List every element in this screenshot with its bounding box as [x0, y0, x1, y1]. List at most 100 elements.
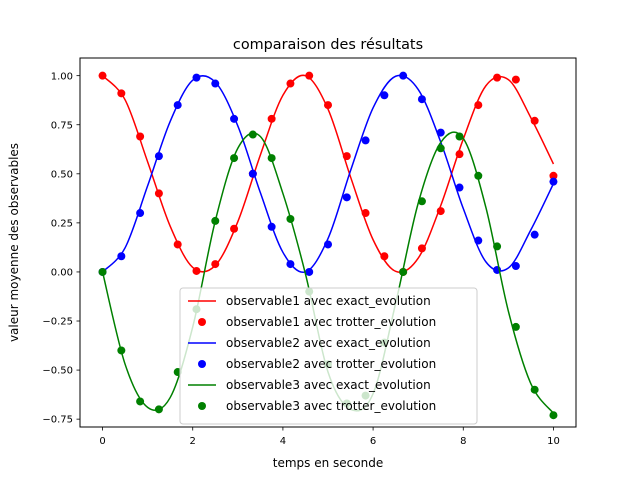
data-point	[342, 193, 351, 202]
legend: observable1 avec exact_evolution observab…	[179, 287, 478, 425]
data-point	[530, 385, 539, 394]
data-point	[417, 197, 426, 206]
data-point	[173, 101, 182, 110]
x-tick-label: 6	[370, 436, 376, 447]
data-point	[493, 73, 502, 82]
data-point	[230, 224, 239, 233]
data-point	[230, 154, 239, 163]
data-point	[474, 236, 483, 245]
data-point	[192, 73, 201, 82]
legend-label: observable2 avec exact_evolution	[226, 336, 431, 350]
y-tick-label: 0.25	[51, 218, 73, 229]
legend-item: observable1 avec exact_evolution	[188, 294, 431, 308]
data-point	[154, 405, 163, 414]
data-point	[455, 183, 464, 192]
legend-item: observable2 avec exact_evolution	[188, 336, 431, 350]
data-point	[286, 260, 295, 269]
legend-box	[179, 287, 478, 425]
data-point	[474, 171, 483, 180]
x-tick-label: 2	[190, 436, 196, 447]
y-tick-label: 0.00	[51, 268, 73, 279]
data-point	[117, 89, 126, 98]
data-point	[98, 267, 107, 276]
legend-item: observable1 avec trotter_evolution	[198, 315, 436, 329]
data-point	[436, 144, 445, 153]
data-point	[530, 230, 539, 239]
data-point	[154, 152, 163, 161]
y-axis-label: valeur moyenne des observables	[7, 143, 21, 342]
y-tick-label: −0.75	[42, 415, 73, 426]
data-point	[549, 177, 558, 186]
data-point	[136, 132, 145, 141]
data-point	[511, 322, 520, 331]
data-point	[286, 214, 295, 223]
data-point	[436, 128, 445, 137]
legend-marker-swatch	[198, 318, 206, 326]
data-point	[248, 130, 257, 139]
data-point	[136, 209, 145, 218]
data-point	[192, 266, 201, 275]
data-point	[361, 209, 370, 218]
legend-label: observable1 avec trotter_evolution	[226, 315, 436, 329]
axes-frame	[79, 57, 577, 428]
legend-label: observable1 avec exact_evolution	[226, 294, 431, 308]
y-tick-label: 0.50	[51, 169, 73, 180]
x-axis: 0 2 4 6 8 10	[99, 427, 560, 447]
y-axis: −0.75 −0.50 −0.25 0.00 0.25 0.50 0.75 1.00	[42, 71, 80, 426]
chart-title: comparaison des résultats	[233, 37, 423, 53]
data-point	[286, 79, 295, 88]
data-point	[136, 397, 145, 406]
data-point	[211, 260, 220, 269]
data-point	[342, 152, 351, 161]
data-point	[305, 267, 314, 276]
data-point	[117, 252, 126, 261]
data-point	[511, 75, 520, 84]
legend-label: observable3 avec trotter_evolution	[226, 399, 436, 413]
data-point	[474, 101, 483, 110]
data-point	[154, 189, 163, 198]
data-point	[173, 240, 182, 249]
data-point	[417, 244, 426, 253]
data-point	[455, 150, 464, 159]
data-point	[248, 169, 257, 178]
data-point	[98, 71, 107, 80]
data-point	[267, 154, 276, 163]
x-tick-label: 8	[460, 436, 466, 447]
x-axis-label: temps en seconde	[273, 456, 383, 470]
legend-marker-swatch	[198, 402, 206, 410]
x-tick-label: 4	[280, 436, 286, 447]
data-point	[455, 132, 464, 141]
data-point	[399, 71, 408, 80]
legend-label: observable2 avec trotter_evolution	[226, 357, 436, 371]
legend-item: observable2 avec trotter_evolution	[198, 357, 436, 371]
data-point	[530, 116, 539, 125]
data-point	[380, 252, 389, 261]
y-tick-label: −0.25	[42, 317, 73, 328]
x-tick-label: 0	[99, 436, 105, 447]
data-point	[267, 222, 276, 231]
data-point	[117, 346, 126, 355]
data-point	[549, 411, 558, 420]
data-point	[417, 95, 426, 104]
y-tick-label: 1.00	[51, 71, 73, 82]
data-point	[305, 71, 314, 80]
data-point	[324, 240, 332, 249]
data-point	[324, 101, 332, 110]
data-point	[267, 114, 276, 123]
data-point	[211, 216, 220, 225]
data-point	[211, 79, 220, 88]
series-markers-observable1-avec-trotter-evolution	[98, 71, 558, 276]
x-tick-label: 10	[547, 436, 560, 447]
data-point	[493, 242, 502, 251]
legend-marker-swatch	[198, 360, 206, 368]
data-point	[399, 267, 408, 276]
data-point	[380, 91, 389, 100]
legend-item: observable3 avec trotter_evolution	[198, 399, 436, 413]
y-tick-label: −0.50	[42, 366, 73, 377]
data-point	[230, 114, 239, 123]
legend-label: observable3 avec exact_evolution	[226, 378, 431, 392]
data-point	[511, 262, 520, 271]
data-point	[361, 136, 370, 145]
y-tick-label: 0.75	[51, 120, 73, 131]
